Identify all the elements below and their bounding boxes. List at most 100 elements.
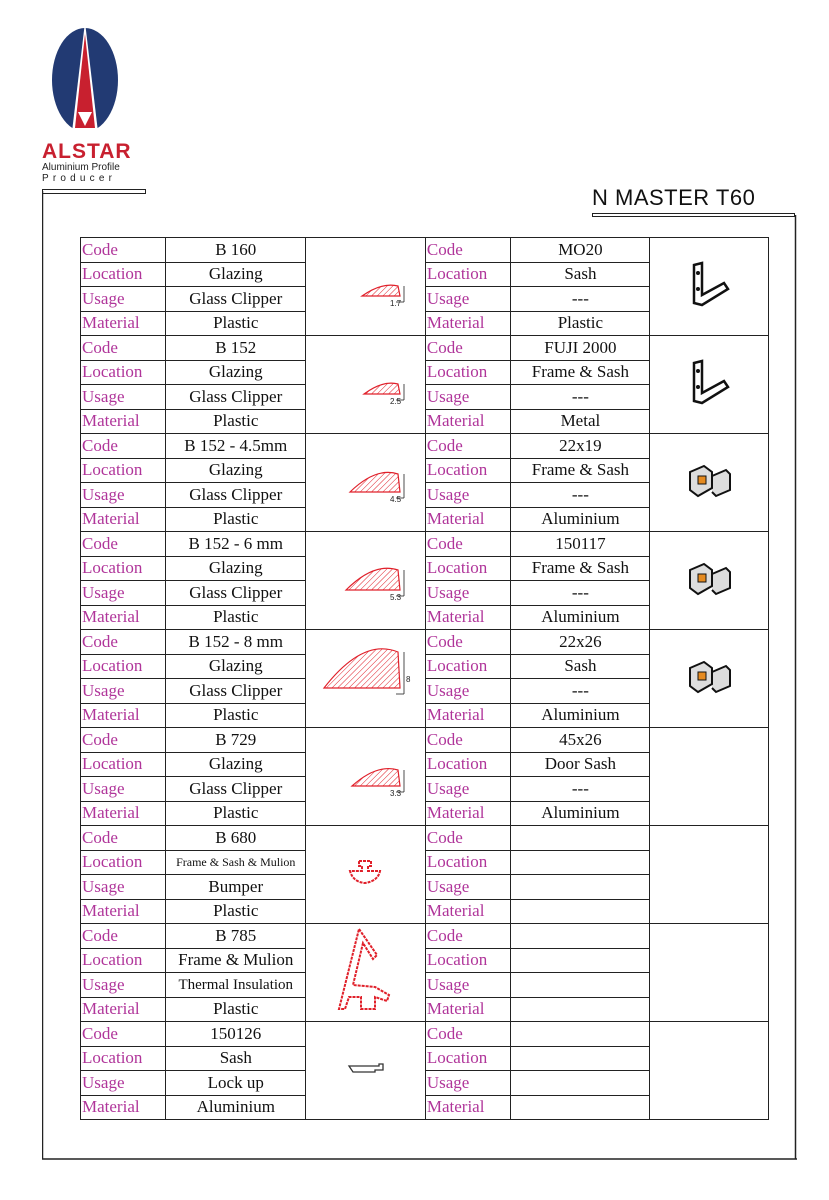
left-usage-value: Thermal Insulation — [165, 972, 307, 998]
glazing-bead-profile-icon: 5.3 — [305, 531, 426, 630]
right-location-value: Frame & Sash — [510, 359, 651, 385]
dimension-label: 8 — [406, 675, 411, 684]
field-label-location: Location — [79, 653, 167, 679]
left-location-value: Glazing — [165, 751, 307, 777]
table-row: Location Glazing Location Frame & Sash — [79, 457, 769, 483]
field-label-code: Code — [79, 335, 167, 361]
field-label-usage: Usage — [79, 972, 167, 998]
thermal-insulation-profile-icon — [305, 923, 426, 1022]
field-label-location: Location — [79, 261, 167, 287]
table-row: Usage Glass Clipper Usage --- — [79, 678, 769, 704]
table-row: Code B 785 Code — [79, 923, 769, 1022]
right-code-value — [510, 923, 651, 949]
table-row: Material Aluminium Material — [79, 1094, 769, 1120]
parts-table: Code B 160 1.7 Code MO20 Location Glazing Loca… — [79, 237, 769, 1120]
table-row: Usage Glass Clipper Usage --- — [79, 482, 769, 508]
right-code-value: 45x26 — [510, 727, 651, 753]
alstar-logo — [52, 22, 118, 132]
field-label-code: Code — [79, 923, 167, 949]
brand-tagline: Aluminium Profile — [42, 162, 120, 173]
empty-icon — [649, 727, 769, 826]
field-label-location: Location — [79, 359, 167, 385]
left-code-value: B 152 — [165, 335, 307, 361]
field-label-material: Material — [424, 604, 512, 630]
field-label-location: Location — [424, 261, 512, 287]
right-material-value — [510, 996, 651, 1022]
left-code-value: B 152 - 4.5mm — [165, 433, 307, 459]
corner-cleat-icon — [649, 531, 769, 630]
table-row: Location Glazing Location Sash — [79, 653, 769, 679]
right-material-value — [510, 898, 651, 924]
glazing-bead-profile-icon: 1.7 — [305, 237, 426, 336]
left-code-value: B 729 — [165, 727, 307, 753]
left-usage-value: Glass Clipper — [165, 482, 307, 508]
table-row: Material Plastic Material Aluminium — [79, 506, 769, 532]
right-location-value: Door Sash — [510, 751, 651, 777]
field-label-code: Code — [79, 531, 167, 557]
dimension-label: 5.3 — [390, 593, 402, 602]
right-code-value: 22x19 — [510, 433, 651, 459]
glazing-bead-profile-icon: 4.5 — [305, 433, 426, 532]
left-code-value: B 785 — [165, 923, 307, 949]
right-usage-value: --- — [510, 384, 651, 410]
field-label-usage: Usage — [79, 384, 167, 410]
field-label-location: Location — [424, 653, 512, 679]
field-label-code: Code — [424, 727, 512, 753]
field-label-usage: Usage — [424, 972, 512, 998]
field-label-code: Code — [424, 531, 512, 557]
left-usage-value: Lock up — [165, 1070, 307, 1096]
table-row: Code B 160 1.7 Code MO20 — [79, 237, 769, 336]
left-usage-value: Glass Clipper — [165, 776, 307, 802]
right-code-value: FUJI 2000 — [510, 335, 651, 361]
right-material-value: Aluminium — [510, 800, 651, 826]
table-row: Location Glazing Location Sash — [79, 261, 769, 287]
right-location-value — [510, 947, 651, 973]
field-label-material: Material — [79, 702, 167, 728]
corner-bracket-icon — [649, 237, 769, 336]
right-material-value: Aluminium — [510, 702, 651, 728]
field-label-code: Code — [79, 727, 167, 753]
table-row: Code B 680 Code — [79, 825, 769, 924]
right-location-value — [510, 1045, 651, 1071]
right-location-value: Sash — [510, 261, 651, 287]
left-location-value: Glazing — [165, 457, 307, 483]
field-label-material: Material — [79, 1094, 167, 1120]
left-usage-value: Glass Clipper — [165, 384, 307, 410]
dimension-label: 2.5 — [390, 397, 402, 406]
left-material-value: Aluminium — [165, 1094, 307, 1120]
field-label-material: Material — [424, 310, 512, 336]
right-usage-value: --- — [510, 678, 651, 704]
glazing-bead-profile-icon: 8 — [305, 629, 426, 728]
field-label-material: Material — [424, 702, 512, 728]
right-usage-value — [510, 972, 651, 998]
table-row: Code 150126 Code — [79, 1021, 769, 1120]
table-row: Code B 152 - 6 mm 5.3 Code 150117 — [79, 531, 769, 630]
left-code-value: B 152 - 8 mm — [165, 629, 307, 655]
left-location-value: Frame & Mulion — [165, 947, 307, 973]
right-code-value: MO20 — [510, 237, 651, 263]
table-row: Code B 152 2.5 Code FUJI 2000 — [79, 335, 769, 434]
left-code-value: B 160 — [165, 237, 307, 263]
table-row: Material Plastic Material Aluminium — [79, 604, 769, 630]
glazing-bead-profile-icon: 3.3 — [305, 727, 426, 826]
field-label-location: Location — [424, 555, 512, 581]
table-row: Material Plastic Material Aluminium — [79, 702, 769, 728]
right-usage-value: --- — [510, 286, 651, 312]
glazing-bead-profile-icon: 2.5 — [305, 335, 426, 434]
left-location-value: Glazing — [165, 555, 307, 581]
table-row: Location Frame & Mulion Location — [79, 947, 769, 973]
field-label-usage: Usage — [79, 1070, 167, 1096]
table-row: Usage Bumper Usage — [79, 874, 769, 900]
brand-tagline: Producer — [42, 173, 117, 184]
table-row: Location Glazing Location Frame & Sash — [79, 359, 769, 385]
field-label-material: Material — [424, 800, 512, 826]
field-label-usage: Usage — [424, 776, 512, 802]
field-label-usage: Usage — [424, 286, 512, 312]
right-material-value: Plastic — [510, 310, 651, 336]
bumper-profile-icon — [305, 825, 426, 924]
table-row: Usage Glass Clipper Usage --- — [79, 580, 769, 606]
field-label-code: Code — [424, 923, 512, 949]
field-label-code: Code — [79, 237, 167, 263]
field-label-location: Location — [424, 1045, 512, 1071]
right-material-value: Aluminium — [510, 604, 651, 630]
